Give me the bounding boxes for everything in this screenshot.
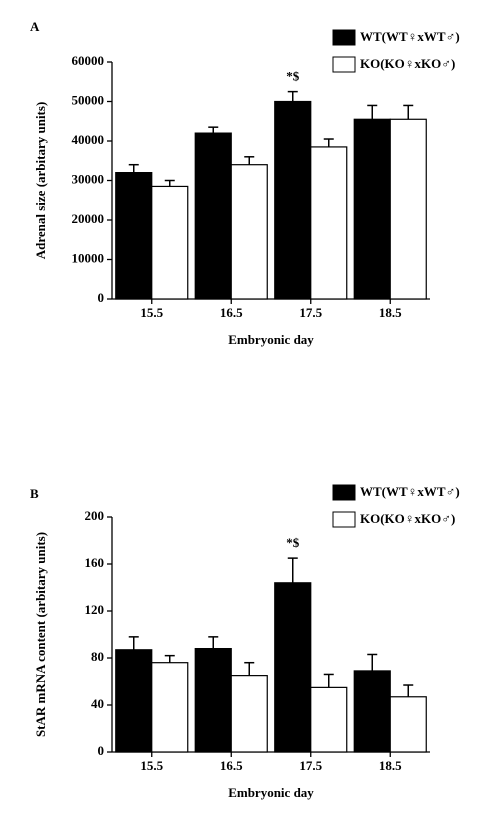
y-tick-label: 160 [85, 555, 105, 570]
y-tick-label: 0 [98, 290, 105, 305]
x-tick-label: 18.5 [379, 305, 402, 320]
bar [353, 118, 391, 300]
x-tick-label: 17.5 [299, 758, 322, 773]
y-tick-label: 40000 [72, 132, 105, 147]
y-tick-label: 60000 [72, 53, 105, 68]
x-tick-label: 16.5 [220, 305, 243, 320]
y-tick-label: 120 [85, 602, 105, 617]
y-tick-label: 80 [91, 649, 104, 664]
x-axis-label: Embryonic day [228, 332, 314, 347]
bar [389, 118, 427, 300]
bar [274, 582, 312, 753]
legend-label: WT(WT♀xWT♂) [360, 29, 460, 44]
legend-label: KO(KO♀xKO♂) [360, 511, 455, 526]
x-axis-label: Embryonic day [228, 785, 314, 800]
legend-swatch [332, 484, 356, 501]
bar [389, 696, 427, 753]
y-axis-label: Adrenal size (arbitary units) [33, 102, 48, 260]
y-tick-label: 0 [98, 743, 105, 758]
y-tick-label: 20000 [72, 211, 105, 226]
x-tick-label: 15.5 [140, 758, 163, 773]
y-tick-label: 50000 [72, 92, 105, 107]
bar [151, 662, 189, 753]
legend-swatch [332, 511, 356, 528]
x-tick-label: 15.5 [140, 305, 163, 320]
bar [115, 172, 153, 300]
panel-label: A [30, 19, 40, 34]
legend-swatch [332, 56, 356, 73]
legend-label: KO(KO♀xKO♂) [360, 56, 455, 71]
bar [230, 675, 268, 753]
bar [194, 132, 232, 300]
x-tick-label: 16.5 [220, 758, 243, 773]
y-axis-label: StAR mRNA content (arbitary units) [33, 532, 48, 737]
y-tick-label: 30000 [72, 171, 105, 186]
x-tick-label: 17.5 [299, 305, 322, 320]
bar [115, 649, 153, 753]
bar [310, 146, 348, 300]
bar [230, 164, 268, 300]
annotation: *$ [286, 535, 300, 550]
bar [310, 686, 348, 753]
bar [194, 647, 232, 753]
bar [353, 670, 391, 753]
bar [151, 185, 189, 300]
legend-swatch [332, 29, 356, 46]
y-tick-label: 10000 [72, 250, 105, 265]
annotation: *$ [286, 69, 300, 84]
bar [274, 100, 312, 300]
y-tick-label: 200 [85, 508, 105, 523]
y-tick-label: 40 [91, 696, 104, 711]
x-tick-label: 18.5 [379, 758, 402, 773]
panel-label: B [30, 486, 39, 501]
legend-label: WT(WT♀xWT♂) [360, 484, 460, 499]
